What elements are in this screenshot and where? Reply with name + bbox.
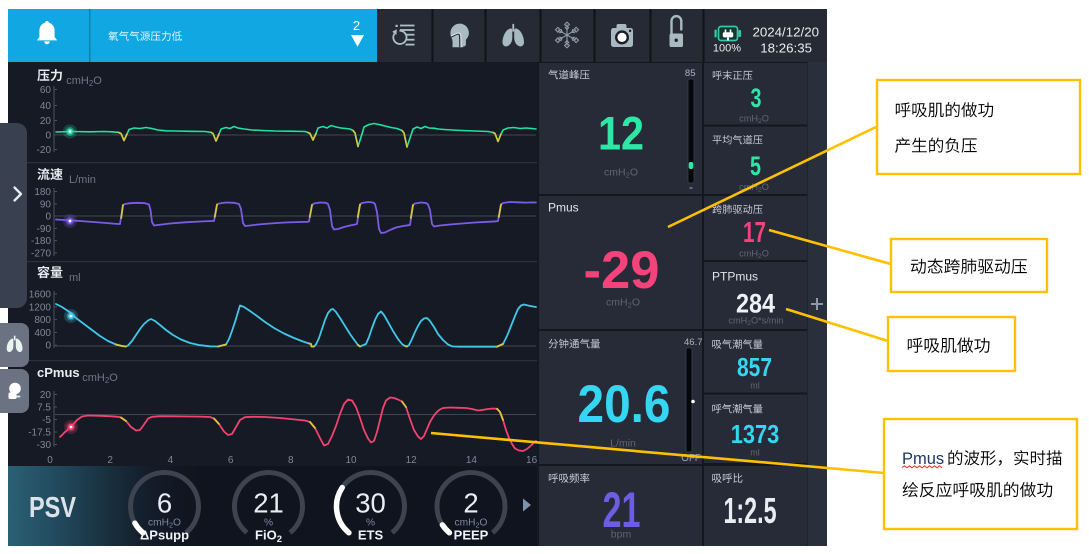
svg-text:12: 12 — [406, 455, 418, 466]
svg-text:0: 0 — [45, 131, 51, 142]
svg-text:cPmus: cPmus — [37, 365, 80, 380]
svg-text:cmH2O: cmH2O — [739, 182, 769, 194]
svg-text:4: 4 — [168, 455, 174, 466]
svg-text:ΔPsupp: ΔPsupp — [140, 528, 189, 543]
svg-text:-270: -270 — [31, 248, 51, 259]
svg-text:cmH2O: cmH2O — [739, 114, 769, 126]
svg-text:2: 2 — [107, 455, 113, 466]
svg-text:-5: -5 — [42, 415, 51, 426]
svg-text:2: 2 — [353, 18, 360, 33]
svg-text:90: 90 — [40, 199, 52, 210]
svg-text:L/min: L/min — [69, 174, 96, 186]
svg-text:PSV: PSV — [29, 492, 77, 524]
svg-text:21: 21 — [603, 482, 641, 538]
svg-text:bpm: bpm — [611, 529, 632, 541]
svg-text:1200: 1200 — [29, 302, 52, 313]
svg-text:857: 857 — [737, 354, 772, 382]
svg-text:2: 2 — [463, 488, 478, 519]
svg-text:cmH2O: cmH2O — [455, 518, 488, 530]
svg-text:20.6: 20.6 — [578, 375, 671, 434]
svg-text:-20: -20 — [37, 145, 52, 156]
svg-text:cmH2O: cmH2O — [604, 167, 638, 180]
svg-text:3: 3 — [751, 83, 762, 113]
svg-text:cmH2O: cmH2O — [606, 297, 640, 310]
svg-text:cmH2O*s/min: cmH2O*s/min — [728, 316, 783, 328]
svg-text:%: % — [366, 518, 375, 529]
svg-text:OFF: OFF — [681, 453, 701, 464]
svg-text:2024/12/20: 2024/12/20 — [752, 25, 819, 40]
svg-text:0: 0 — [47, 455, 53, 466]
svg-text:Pmus: Pmus — [548, 201, 579, 215]
svg-text:180: 180 — [34, 187, 51, 198]
svg-text:PEEP: PEEP — [454, 528, 489, 543]
svg-text:20: 20 — [40, 116, 52, 127]
svg-text:40: 40 — [40, 101, 52, 112]
svg-text:cmH2O: cmH2O — [739, 249, 769, 261]
svg-text:-29: -29 — [584, 241, 660, 300]
svg-text:46.7: 46.7 — [684, 337, 703, 348]
svg-text:400: 400 — [34, 328, 51, 339]
svg-text:60: 60 — [40, 85, 52, 96]
svg-text:16: 16 — [526, 455, 538, 466]
svg-text:cmH2O: cmH2O — [66, 75, 102, 88]
svg-text:FiO2: FiO2 — [255, 528, 282, 545]
svg-text:5: 5 — [750, 151, 761, 181]
svg-text:800: 800 — [34, 315, 51, 326]
svg-text:1600: 1600 — [29, 290, 52, 301]
svg-text:1:2.5: 1:2.5 — [724, 490, 777, 531]
svg-text:-180: -180 — [31, 236, 51, 247]
svg-text:6: 6 — [157, 488, 172, 519]
svg-text:20: 20 — [40, 390, 52, 401]
svg-text:10: 10 — [345, 455, 357, 466]
svg-text:17: 17 — [743, 217, 766, 249]
svg-text:-17.5: -17.5 — [28, 428, 51, 439]
svg-text:PTPmus: PTPmus — [712, 270, 758, 284]
svg-text:ml: ml — [750, 381, 760, 391]
svg-text:21: 21 — [253, 488, 284, 519]
svg-text:7.5: 7.5 — [37, 403, 51, 414]
svg-text:L/min: L/min — [610, 438, 636, 450]
svg-text:-30: -30 — [37, 440, 52, 451]
svg-text:85: 85 — [685, 68, 696, 79]
svg-text:ml: ml — [69, 272, 81, 284]
svg-text:1373: 1373 — [731, 421, 780, 449]
svg-text:-90: -90 — [37, 224, 52, 235]
svg-text:18:26:35: 18:26:35 — [760, 41, 812, 56]
svg-text:Pmus: Pmus — [902, 450, 944, 468]
svg-text:284: 284 — [736, 289, 775, 319]
svg-text:%: % — [264, 518, 273, 529]
svg-text:12: 12 — [598, 107, 644, 160]
svg-text:30: 30 — [355, 488, 386, 519]
svg-text:6: 6 — [228, 455, 234, 466]
svg-text:8: 8 — [288, 455, 294, 466]
svg-text:ml: ml — [750, 448, 760, 458]
svg-text:ETS: ETS — [358, 528, 384, 543]
svg-text:0: 0 — [45, 212, 51, 223]
svg-text:100%: 100% — [713, 43, 741, 55]
svg-text:0: 0 — [45, 341, 51, 352]
svg-text:14: 14 — [466, 455, 478, 466]
svg-text:cmH2O: cmH2O — [82, 372, 118, 385]
svg-text:cmH2O: cmH2O — [148, 518, 181, 530]
svg-text:-: - — [689, 180, 693, 194]
